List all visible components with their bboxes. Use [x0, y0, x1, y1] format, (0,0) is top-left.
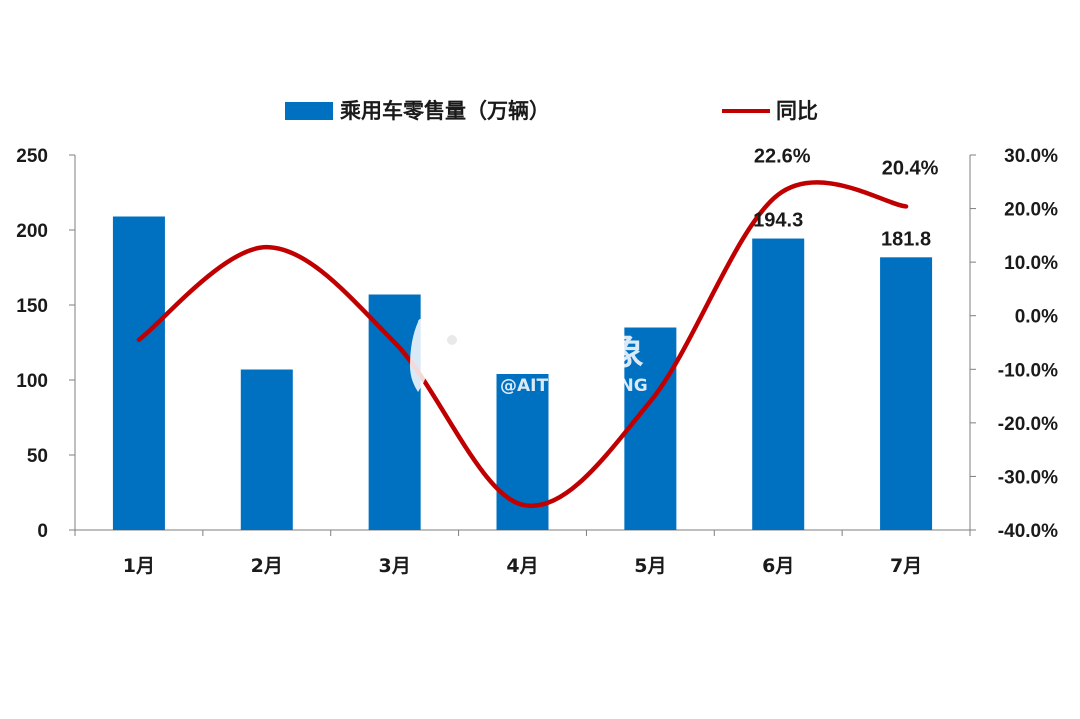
y-left-tick-label: 200 — [16, 221, 48, 242]
y-left-tick-label: 100 — [16, 371, 48, 392]
data-labels: 194.3 181.8 22.6% 20.4% — [753, 146, 938, 251]
legend-line-label: 同比 — [776, 99, 818, 123]
bar — [624, 327, 677, 530]
x-tick-label: 3月 — [379, 555, 411, 577]
bars — [112, 216, 933, 531]
y-right-tick-label: -10.0% — [998, 360, 1058, 381]
x-tick-label: 7月 — [890, 555, 922, 577]
legend-bar-swatch — [285, 102, 333, 120]
x-tick-label: 2月 — [251, 555, 283, 577]
legend-bar-label: 乘用车零售量（万辆） — [339, 99, 550, 123]
y-right-tick-label: -20.0% — [998, 414, 1058, 435]
y-left-tick-label: 150 — [16, 296, 48, 317]
y-left-ticks: 0 50 100 150 200 250 — [16, 146, 75, 542]
bar — [368, 294, 421, 530]
y-right-ticks: -40.0% -30.0% -20.0% -10.0% 0.0% 10.0% 20.0% 30… — [970, 146, 1058, 542]
bar-data-label: 181.8 — [881, 228, 931, 250]
legend: 乘用车零售量（万辆） 同比 — [285, 99, 818, 123]
watermark: 艾特大象 @AITEDAXIANG — [410, 318, 648, 396]
y-right-tick-label: -40.0% — [998, 521, 1058, 542]
line-series — [136, 180, 909, 509]
y-right-tick-label: -30.0% — [998, 467, 1058, 488]
x-tick-label: 1月 — [123, 555, 155, 577]
bar-data-label: 194.3 — [753, 210, 803, 232]
y-right-tick-label: 10.0% — [1004, 253, 1058, 274]
y-right-tick-label: 20.0% — [1004, 200, 1058, 221]
y-right-tick-label: 30.0% — [1004, 146, 1058, 167]
bar — [112, 216, 165, 530]
line-data-label: 20.4% — [882, 157, 939, 179]
watermark-handle: @AITEDAXIANG — [500, 376, 648, 396]
x-tick-label: 4月 — [506, 555, 538, 577]
y-left-tick-label: 50 — [27, 446, 48, 467]
x-tick-label: 6月 — [762, 555, 794, 577]
y-left-tick-label: 0 — [37, 521, 48, 542]
bar — [880, 257, 933, 530]
x-ticks: 1月 2月 3月 4月 5月 6月 7月 — [74, 530, 971, 577]
x-tick-label: 5月 — [634, 555, 666, 577]
bar — [752, 238, 805, 531]
bar — [240, 369, 293, 530]
y-left-tick-label: 250 — [16, 146, 48, 167]
elephant-logo-icon — [410, 318, 488, 392]
y-right-tick-label: 0.0% — [1015, 307, 1058, 328]
watermark-name: 艾特大象 — [500, 332, 644, 373]
line-data-label: 22.6% — [754, 146, 811, 168]
